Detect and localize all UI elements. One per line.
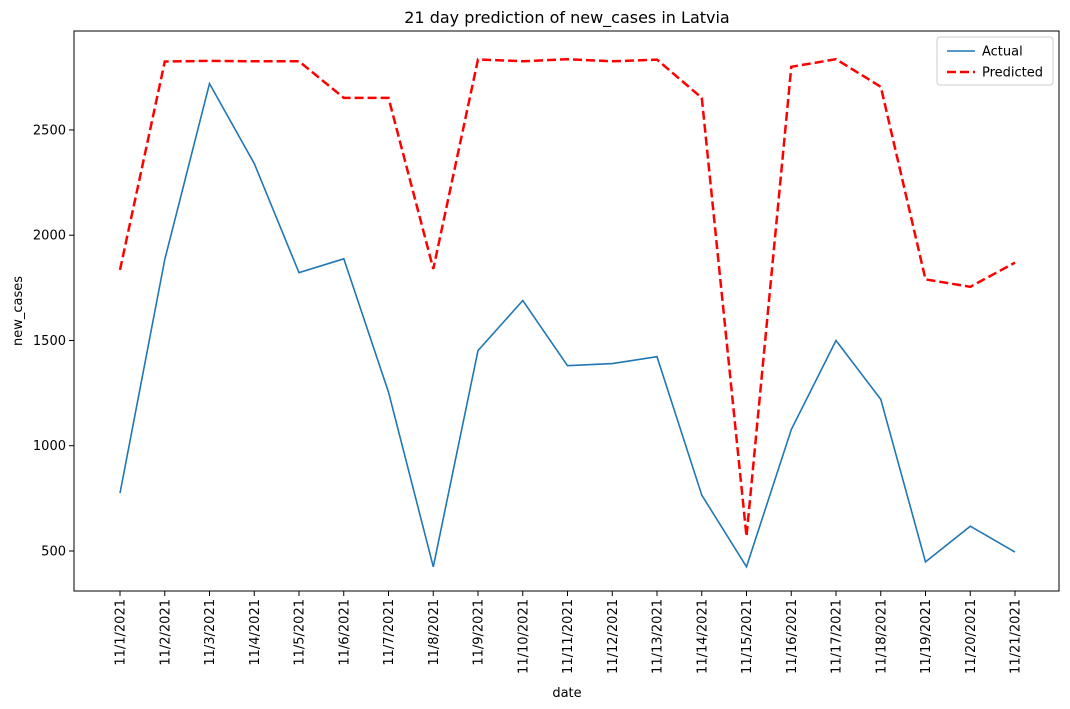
data-point-predicted [612, 61, 614, 63]
x-tick-label: 11/11/2021 [561, 599, 576, 674]
data-point-predicted [388, 97, 390, 99]
series-line-actual [119, 81, 1016, 569]
data-point-actual [746, 566, 748, 568]
x-tick-label: 11/19/2021 [919, 599, 934, 674]
data-point-actual [791, 429, 793, 431]
data-point-actual [209, 83, 211, 85]
x-tick-label: 11/4/2021 [248, 599, 263, 666]
chart-title: 21 day prediction of new_cases in Latvia [404, 8, 729, 28]
data-point-actual [343, 258, 345, 260]
legend-label-actual: Actual [982, 45, 1023, 60]
data-point-actual [567, 365, 569, 367]
data-point-predicted [119, 269, 121, 271]
data-point-predicted [970, 286, 972, 288]
data-point-actual [254, 163, 256, 165]
data-point-predicted [567, 58, 569, 60]
data-point-actual [835, 340, 837, 342]
data-point-actual [701, 494, 703, 496]
data-point-actual [925, 561, 927, 563]
x-tick-label: 11/2/2021 [158, 599, 173, 666]
x-tick-label: 11/3/2021 [203, 599, 218, 666]
legend: Actual Predicted [936, 36, 1054, 86]
data-point-predicted [477, 59, 479, 61]
x-axis-title: date [552, 686, 581, 701]
data-point-predicted [298, 61, 300, 63]
series-line-predicted [118, 57, 1016, 537]
data-point-actual [477, 350, 479, 352]
data-point-predicted [880, 86, 882, 88]
data-point-predicted [835, 58, 837, 60]
x-tick-label: 11/20/2021 [964, 599, 979, 674]
data-point-actual [1014, 551, 1016, 553]
x-tick-label: 11/1/2021 [114, 599, 129, 666]
y-tick-label: 1500 [33, 334, 66, 349]
x-tick-label: 11/17/2021 [830, 599, 845, 674]
data-point-predicted [701, 97, 703, 99]
data-point-predicted [254, 61, 256, 63]
x-tick-label: 11/6/2021 [337, 599, 352, 666]
x-tick-label: 11/12/2021 [606, 599, 621, 674]
data-point-predicted [433, 268, 435, 270]
x-tick-label: 11/15/2021 [740, 599, 755, 674]
data-point-predicted [209, 60, 211, 62]
data-point-actual [612, 363, 614, 365]
data-point-predicted [164, 61, 166, 63]
y-tick-label: 2500 [33, 123, 66, 138]
y-axis-title: new_cases [11, 276, 26, 346]
data-point-actual [298, 272, 300, 274]
y-tick-label: 2000 [33, 229, 66, 244]
x-tick-label: 11/16/2021 [785, 599, 800, 674]
data-point-actual [433, 566, 435, 568]
x-tick-label: 11/13/2021 [651, 599, 666, 674]
y-tick-label: 500 [41, 545, 66, 560]
x-tick-label: 11/14/2021 [695, 599, 710, 674]
x-tick-label: 11/18/2021 [874, 599, 889, 674]
data-point-predicted [522, 61, 524, 63]
x-tick-label: 11/8/2021 [427, 599, 442, 666]
data-point-actual [119, 492, 121, 494]
data-point-predicted [791, 66, 793, 68]
axes: 500 1000 1500 2000 2500 11/1/2021 11/2/2021 11/… [33, 123, 1024, 673]
data-point-predicted [1014, 262, 1016, 264]
legend-label-predicted: Predicted [982, 66, 1043, 81]
data-point-actual [880, 399, 882, 401]
data-point-actual [388, 391, 390, 393]
data-point-actual [164, 259, 166, 261]
data-point-predicted [656, 59, 658, 61]
x-tick-label: 11/5/2021 [293, 599, 308, 666]
x-tick-label: 11/10/2021 [516, 599, 531, 674]
data-point-predicted [746, 536, 748, 538]
data-point-actual [970, 525, 972, 527]
plot-area [118, 57, 1016, 569]
plot-frame [73, 30, 1060, 592]
x-tick-label: 11/7/2021 [382, 599, 397, 666]
data-point-predicted [925, 279, 927, 281]
data-point-actual [522, 300, 524, 302]
data-point-actual [656, 356, 658, 358]
x-tick-label: 11/9/2021 [472, 599, 487, 666]
y-tick-label: 1000 [33, 439, 66, 454]
data-point-predicted [343, 97, 345, 99]
x-tick-label: 11/21/2021 [1009, 599, 1024, 674]
